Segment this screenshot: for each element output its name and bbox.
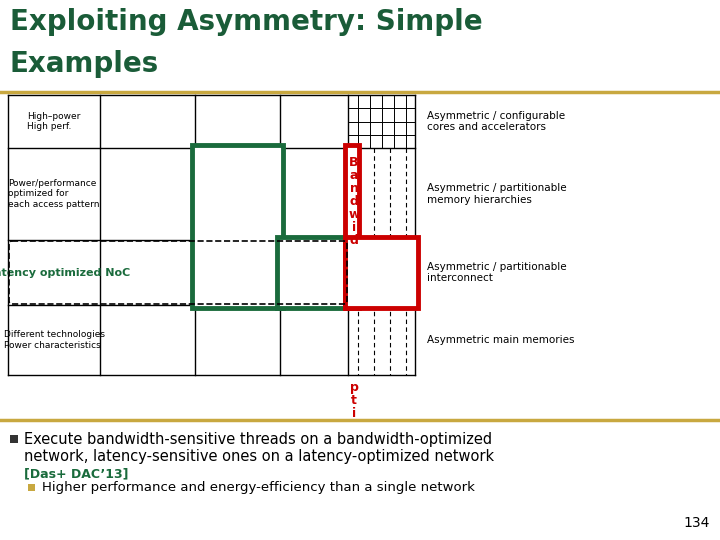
Text: w: w (348, 208, 360, 221)
Bar (192, 145, 283, 308)
Bar (345, 237, 418, 308)
Text: Latency optimized NoC: Latency optimized NoC (0, 267, 130, 278)
Bar (345, 145, 359, 308)
Text: Asymmetric main memories: Asymmetric main memories (427, 335, 575, 345)
Text: Execute bandwidth-sensitive threads on a bandwidth-optimized: Execute bandwidth-sensitive threads on a… (24, 432, 492, 447)
Text: [Das+ DAC’13]: [Das+ DAC’13] (24, 467, 128, 480)
Text: Asymmetric / configurable
cores and accelerators: Asymmetric / configurable cores and acce… (427, 111, 565, 132)
Text: i: i (352, 407, 356, 420)
Bar (277, 237, 351, 308)
Text: Exploiting Asymmetry: Simple: Exploiting Asymmetry: Simple (10, 8, 482, 36)
Bar (10, 435, 18, 443)
Text: High–power
High perf.: High–power High perf. (27, 112, 81, 131)
Text: Different technologies
Power characteristics: Different technologies Power characteris… (4, 330, 104, 350)
Text: p: p (350, 381, 359, 394)
Text: B: B (349, 156, 359, 169)
Text: n: n (350, 182, 359, 195)
Text: 134: 134 (683, 516, 710, 530)
Bar (28, 484, 35, 491)
Text: t: t (351, 394, 357, 407)
Text: Higher performance and energy-efficiency than a single network: Higher performance and energy-efficiency… (42, 481, 475, 494)
Text: Examples: Examples (10, 50, 159, 78)
Text: Asymmetric / partitionable
interconnect: Asymmetric / partitionable interconnect (427, 262, 567, 284)
Text: Power/performance
optimized for
each access pattern: Power/performance optimized for each acc… (8, 179, 100, 209)
Text: network, latency-sensitive ones on a latency-optimized network: network, latency-sensitive ones on a lat… (24, 449, 494, 464)
Text: a: a (350, 169, 359, 182)
Text: d: d (350, 234, 359, 247)
Text: d: d (350, 195, 359, 208)
Text: i: i (352, 221, 356, 234)
Text: Asymmetric / partitionable
memory hierarchies: Asymmetric / partitionable memory hierar… (427, 183, 567, 205)
